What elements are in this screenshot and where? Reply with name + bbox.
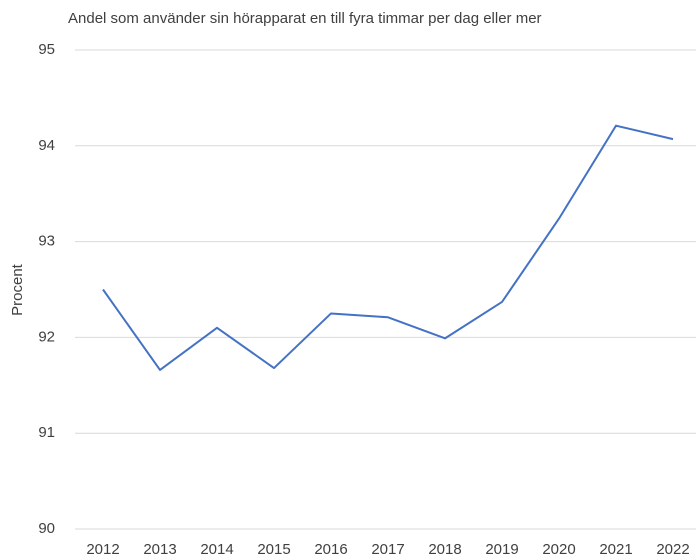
- x-tick-label: 2021: [599, 541, 632, 558]
- x-tick-label: 2020: [542, 541, 575, 558]
- x-tick-label: 2017: [371, 541, 404, 558]
- x-tick-label: 2022: [656, 541, 689, 558]
- x-tick-label: 2015: [257, 541, 290, 558]
- x-tick-label: 2018: [428, 541, 461, 558]
- x-tick-label: 2012: [86, 541, 119, 558]
- x-tick-label: 2019: [485, 541, 518, 558]
- y-tick-label: 94: [38, 137, 55, 154]
- x-tick-label: 2013: [143, 541, 176, 558]
- chart-title: Andel som använder sin hörapparat en til…: [68, 10, 542, 27]
- x-tick-label: 2016: [314, 541, 347, 558]
- y-tick-label: 91: [38, 424, 55, 441]
- y-tick-label: 90: [38, 520, 55, 537]
- y-tick-label: 92: [38, 328, 55, 345]
- y-tick-label: 95: [38, 41, 55, 58]
- y-tick-label: 93: [38, 233, 55, 250]
- x-tick-label: 2014: [200, 541, 233, 558]
- data-line: [102, 124, 674, 371]
- y-axis-label: Procent: [9, 263, 26, 316]
